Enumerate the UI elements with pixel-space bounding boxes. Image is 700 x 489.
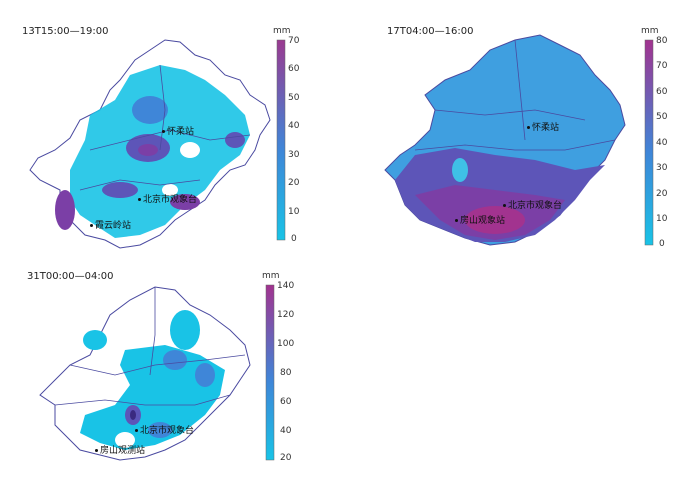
colorbar-1-unit: mm bbox=[273, 26, 291, 36]
tick: 0 bbox=[659, 239, 665, 249]
tick: 60 bbox=[288, 64, 300, 74]
rain-area-high-2 bbox=[225, 132, 245, 148]
tick: 70 bbox=[656, 61, 668, 71]
tick: 40 bbox=[656, 138, 668, 148]
tick: 80 bbox=[656, 36, 668, 46]
tick: 0 bbox=[291, 234, 297, 244]
map-panel-2: 17T04:00—16:00 mm 80 70 60 50 40 30 20 1… bbox=[375, 20, 675, 260]
station-dot-icon bbox=[90, 224, 93, 227]
station-label: 怀柔站 bbox=[527, 120, 559, 133]
station-dot-icon bbox=[162, 130, 165, 133]
map-panel-3: 31T00:00—04:00 mm 140 120 100 80 60 40 2 bbox=[15, 265, 305, 480]
tick: 60 bbox=[280, 397, 292, 407]
tick: 140 bbox=[277, 281, 295, 291]
colorbar-2-unit: mm bbox=[641, 26, 659, 36]
station-dot-icon bbox=[135, 429, 138, 432]
tick: 20 bbox=[288, 178, 300, 188]
station-label: 房山观测站 bbox=[95, 443, 145, 456]
tick: 50 bbox=[656, 112, 668, 122]
panel-2-map bbox=[384, 34, 654, 246]
dry-area-2 bbox=[162, 184, 178, 196]
tick: 20 bbox=[656, 189, 668, 199]
station-label: 房山观象站 bbox=[455, 213, 505, 226]
station-dot-icon bbox=[503, 204, 506, 207]
rain-area-mid-2 bbox=[195, 363, 215, 387]
rain-area-high-4 bbox=[102, 182, 138, 198]
rain-area-low-1 bbox=[83, 330, 107, 350]
dry-area bbox=[115, 432, 135, 448]
colorbar-1 bbox=[276, 39, 286, 241]
tick: 100 bbox=[277, 339, 295, 349]
rain-area-mid-3 bbox=[148, 422, 172, 438]
tick: 120 bbox=[277, 310, 295, 320]
colorbar-3 bbox=[265, 284, 275, 461]
tick: 10 bbox=[656, 214, 668, 224]
panel-1-title: 13T15:00—19:00 bbox=[22, 26, 109, 37]
tick: 30 bbox=[288, 150, 300, 160]
panel-1-map bbox=[29, 39, 286, 249]
map-panel-1: 13T15:00—19:00 mm 70 60 50 bbox=[10, 20, 300, 255]
station-dot-icon bbox=[95, 449, 98, 452]
station-label: 怀柔站 bbox=[162, 124, 194, 137]
station-label: 北京市观象台 bbox=[135, 423, 194, 436]
rain-area-mid-1 bbox=[163, 350, 187, 370]
panel-2-title: 17T04:00—16:00 bbox=[387, 26, 474, 37]
tick: 10 bbox=[288, 207, 300, 217]
rain-area-max bbox=[465, 206, 525, 234]
station-dot-icon bbox=[527, 126, 530, 129]
panel-3-map bbox=[39, 284, 275, 461]
rain-area-low-3 bbox=[80, 345, 225, 450]
rain-area-high-5 bbox=[170, 194, 200, 210]
rain-area-mid-1 bbox=[132, 96, 168, 124]
tick: 20 bbox=[280, 453, 292, 463]
station-label: 北京市观象台 bbox=[138, 192, 197, 205]
rain-area-low-2 bbox=[170, 310, 200, 350]
panel-3-title: 31T00:00—04:00 bbox=[27, 271, 114, 282]
rain-area-max-1 bbox=[130, 410, 136, 420]
tick: 50 bbox=[288, 93, 300, 103]
station-label: 北京市观象台 bbox=[503, 198, 562, 211]
dry-area-1 bbox=[180, 142, 200, 158]
station-label: 霞云岭站 bbox=[90, 218, 131, 231]
colorbar-2 bbox=[644, 39, 654, 246]
station-dot-icon bbox=[138, 198, 141, 201]
tick: 60 bbox=[656, 87, 668, 97]
rain-area-max-1 bbox=[138, 144, 158, 156]
colorbar-3-unit: mm bbox=[262, 271, 280, 281]
tick: 40 bbox=[280, 426, 292, 436]
rain-area-high-3 bbox=[55, 190, 75, 230]
tick: 80 bbox=[280, 368, 292, 378]
tick: 30 bbox=[656, 163, 668, 173]
rain-area-low-1 bbox=[452, 158, 468, 182]
tick: 40 bbox=[288, 121, 300, 131]
station-dot-icon bbox=[455, 219, 458, 222]
tick: 70 bbox=[288, 36, 300, 46]
